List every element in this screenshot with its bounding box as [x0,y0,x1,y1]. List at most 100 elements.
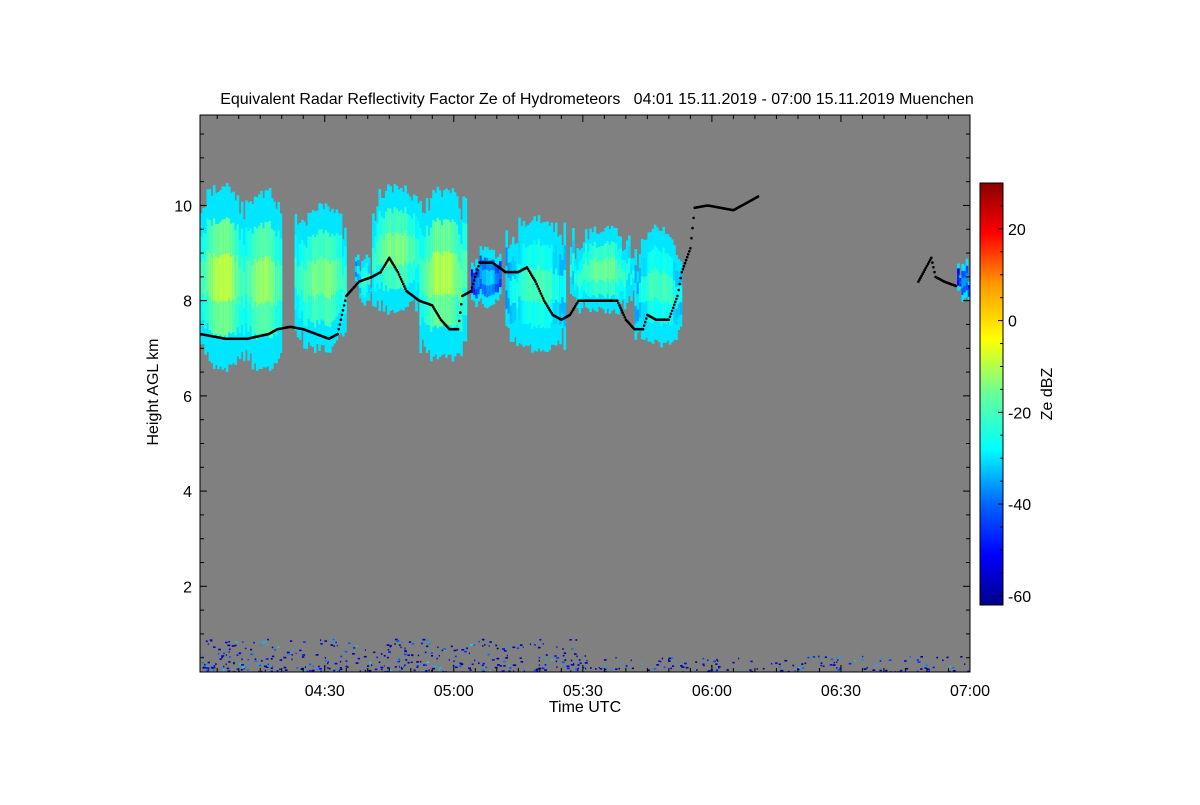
cloud-base-point [396,270,400,274]
cloud-base-point [620,308,623,312]
clutter-pixel [647,669,650,671]
clutter-pixel [562,654,565,657]
clutter-pixel [778,663,781,666]
clutter-pixel [327,667,329,669]
clutter-pixel [202,662,204,664]
clutter-pixel [410,654,414,656]
echo-column-core [423,262,427,297]
clutter-pixel [668,660,671,662]
echo-column-core [619,261,622,279]
clutter-pixel [438,654,440,657]
cloud-base-point [917,280,920,283]
clutter-pixel [681,666,684,668]
clutter-pixel [615,668,618,670]
clutter-pixel [461,649,465,651]
echo-column-core [382,240,386,270]
echo-column-core [344,266,347,294]
clutter-pixel [573,663,575,665]
echo-column-core [378,234,382,266]
clutter-pixel [830,658,834,661]
echo-column-core [544,270,547,304]
clutter-pixel [422,670,425,672]
clutter-pixel [413,669,416,672]
echo-column-core [959,280,962,284]
clutter-pixel [879,669,882,672]
clutter-pixel [508,664,510,667]
clutter-pixel [344,650,348,653]
clutter-pixel [488,645,490,647]
clutter-pixel [707,659,709,662]
clutter-pixel [584,655,586,657]
clutter-pixel [416,666,419,668]
clutter-pixel [523,670,525,672]
echo-column-core [673,280,676,305]
echo-column-core [660,274,663,305]
clutter-pixel [215,663,217,665]
echo-column-core [225,253,229,302]
clutter-pixel [386,656,389,659]
clutter-pixel [352,653,355,655]
clutter-pixel [306,670,309,672]
clutter-pixel [213,667,215,669]
clutter-pixel [960,656,963,658]
cloud-base-point [398,275,402,279]
clutter-pixel [563,666,565,668]
echo-column-core [662,270,665,300]
clutter-pixel [586,659,588,662]
echo-column-core [651,271,655,301]
echo-column-core [387,232,390,267]
clutter-pixel [469,669,472,671]
clutter-pixel [380,666,384,669]
clutter-pixel [389,645,392,648]
clutter-pixel [404,650,407,653]
cloud-base-point [921,272,924,276]
clutter-pixel [272,665,274,668]
echo-column-core [647,273,650,301]
clutter-pixel [577,664,580,666]
clutter-pixel [386,644,390,646]
clutter-pixel [450,645,453,648]
echo-column-core [397,234,401,266]
cloud-region [419,186,468,362]
clutter-pixel [595,668,597,670]
clutter-pixel [219,658,222,660]
cloud-base-point [403,285,406,288]
clutter-pixel [584,662,588,664]
echo-column-core [539,270,543,304]
echo-column-core [335,258,339,292]
clutter-pixel [460,663,464,665]
echo-column-core [638,282,642,303]
cloud-base-point [924,266,928,270]
cloud-base-point [680,270,684,274]
echo-column-core [342,275,345,301]
echo-column-core [961,278,964,288]
clutter-pixel [353,647,356,649]
clutter-pixel [296,667,299,669]
clutter-pixel [267,665,270,667]
clutter-pixel [234,644,237,647]
echo-column-core [247,261,250,302]
echo-column-core [208,253,212,298]
cloud-base-point [339,318,343,322]
cloud-base-point [342,304,346,307]
echo-column-core [385,233,388,264]
cloud-base-point [678,282,681,286]
clutter-pixel [533,644,536,646]
clutter-pixel [345,660,348,662]
clutter-pixel [203,666,205,668]
clutter-pixel [822,665,825,667]
echo-column-core [324,258,328,297]
clutter-pixel [334,662,338,665]
clutter-pixel [346,666,349,668]
cloud-base-point [474,275,477,279]
clutter-pixel [426,639,429,641]
clutter-pixel [489,670,491,672]
clutter-pixel [233,662,235,664]
clutter-pixel [416,665,419,667]
clutter-pixel [442,670,445,672]
clutter-pixel [454,655,457,658]
clutter-pixel [226,667,230,670]
echo-column-core [425,255,429,296]
echo-column-core [232,255,235,300]
clutter-pixel [839,656,842,659]
